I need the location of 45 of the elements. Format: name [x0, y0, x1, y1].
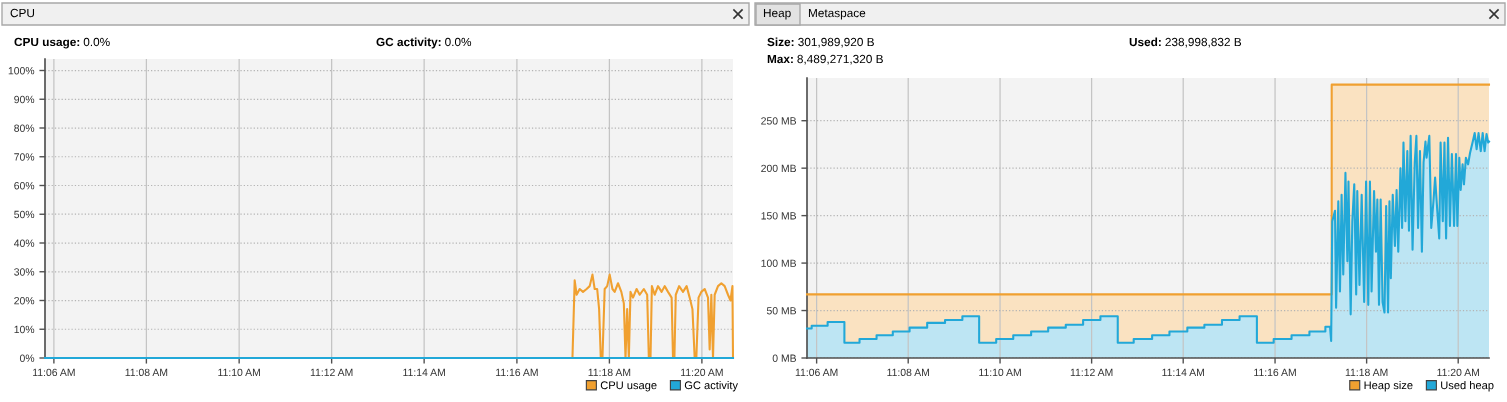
x-tick-label: 11:18 AM — [588, 368, 631, 377]
x-tick-label: 11:14 AM — [1162, 368, 1204, 376]
chart-subtitle: Metaspace — [808, 8, 866, 20]
legend-label: CPU usage — [600, 381, 657, 392]
x-tick-label: 11:16 AM — [496, 368, 538, 377]
x-tick-label: 11:16 AM — [1254, 368, 1296, 377]
chart-title: Heap — [763, 8, 791, 20]
y-tick-label: 100 MB — [761, 259, 797, 267]
y-tick-label: 30% — [14, 268, 35, 276]
text: Used: 238,998,832 B — [1129, 37, 1242, 48]
legend-label: Used heap — [1441, 381, 1494, 392]
y-tick-label: 50 MB — [766, 307, 797, 315]
y-tick-label: 60% — [14, 182, 35, 190]
y-tick-label: 80% — [14, 124, 35, 132]
x-tick-label: 11:10 AM — [218, 368, 260, 377]
x-tick-label: 11:10 AM — [979, 368, 1021, 377]
y-tick-label: 0% — [19, 354, 35, 362]
x-tick-label: 11:14 AM — [403, 368, 445, 376]
legend-label: GC activity — [684, 381, 738, 392]
y-tick-label: 50% — [14, 210, 35, 219]
text: CPU usage: 0.0% — [14, 37, 110, 49]
y-tick-label: 90% — [14, 95, 35, 104]
text: Size: 301,989,920 B — [767, 37, 874, 48]
y-tick-label: 70% — [14, 153, 35, 161]
y-tick-label: 250 MB — [761, 117, 797, 125]
x-tick-label: 11:12 AM — [310, 368, 353, 376]
y-tick-label: 0 MB — [772, 354, 797, 362]
x-tick-label: 11:20 AM — [1437, 368, 1479, 377]
text: GC activity: 0.0% — [376, 37, 472, 49]
y-tick-label: 200 MB — [761, 164, 797, 173]
x-tick-label: 11:06 AM — [33, 368, 75, 377]
x-tick-label: 11:12 AM — [1070, 368, 1113, 376]
y-tick-label: 100% — [8, 67, 35, 75]
y-tick-label: 150 MB — [761, 212, 797, 220]
x-tick-label: 11:20 AM — [681, 368, 723, 377]
x-tick-label: 11:18 AM — [1345, 368, 1388, 377]
x-tick-label: 11:08 AM — [125, 368, 168, 377]
y-tick-label: 10% — [14, 325, 35, 334]
y-tick-label: 40% — [13, 239, 35, 247]
chart-title: CPU — [10, 8, 35, 18]
legend-label: Heap size — [1364, 381, 1413, 392]
text: Max: 8,489,271,320 B — [767, 54, 883, 65]
y-tick-label: 20% — [14, 297, 35, 305]
x-tick-label: 11:08 AM — [887, 368, 929, 377]
x-tick-label: 11:06 AM — [795, 368, 838, 377]
